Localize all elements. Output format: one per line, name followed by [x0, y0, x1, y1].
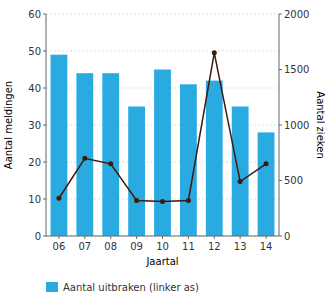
y-tick: [43, 199, 46, 200]
bar: [128, 107, 145, 237]
x-tick: [188, 236, 189, 239]
y2-tick-label: 1000: [284, 120, 309, 131]
legend-swatch: [46, 282, 58, 292]
line-marker: [82, 156, 87, 161]
x-tick: [136, 236, 137, 239]
grid: [46, 14, 279, 236]
line: [59, 53, 266, 202]
y2-tick: [279, 180, 282, 181]
x-tick: [58, 236, 59, 239]
x-tick-label: 07: [78, 241, 91, 252]
legend-label: Aantal uitbraken (linker as): [63, 282, 199, 293]
line-marker: [186, 198, 191, 203]
y-tick: [43, 162, 46, 163]
y-tick: [43, 88, 46, 89]
y-axis-label: Aantal meldingen: [3, 81, 14, 169]
line-marker: [56, 196, 61, 201]
x-tick-label: 11: [182, 241, 195, 252]
line-marker: [160, 199, 165, 204]
y-tick: [43, 236, 46, 237]
marks: [51, 50, 275, 236]
x-tick-label: 10: [156, 241, 169, 252]
bar: [258, 132, 275, 236]
y-tick-label: 20: [28, 157, 41, 168]
bar: [180, 84, 197, 236]
y2-tick-label: 0: [284, 231, 290, 242]
chart: 0 10 20 30 40 50 60 0 500 1000 1500 2000 06 07 08 09 10 1…: [0, 0, 325, 298]
bar: [76, 73, 93, 236]
y-tick-label: 60: [28, 9, 41, 20]
grid-line: [46, 51, 279, 52]
line-marker: [134, 198, 139, 203]
x-tick-label: 06: [53, 241, 66, 252]
bar: [51, 55, 68, 236]
y2-tick: [279, 236, 282, 237]
y-tick: [43, 125, 46, 126]
x-tick-label: 12: [208, 241, 221, 252]
y-tick-label: 30: [28, 120, 41, 131]
y-tick-label: 0: [35, 231, 41, 242]
x-tick-label: 09: [130, 241, 143, 252]
x-tick-label: 13: [234, 241, 247, 252]
x-tick: [162, 236, 163, 239]
x-tick: [110, 236, 111, 239]
y2-tick: [279, 125, 282, 126]
axes: 0 10 20 30 40 50 60 0 500 1000 1500 2000 06 07 08 09 10 1…: [28, 9, 309, 253]
grid-line: [46, 14, 279, 15]
y-tick: [43, 14, 46, 15]
legend: Aantal uitbraken (linker as): [46, 282, 199, 293]
y2-tick-label: 2000: [284, 9, 309, 20]
y-tick-label: 10: [28, 194, 41, 205]
x-tick: [84, 236, 85, 239]
y-tick: [43, 51, 46, 52]
line-marker: [108, 161, 113, 166]
y-tick-label: 50: [28, 46, 41, 57]
bar: [232, 107, 249, 237]
x-tick: [214, 236, 215, 239]
x-tick-label: 08: [104, 241, 117, 252]
bar: [102, 73, 119, 236]
bar: [206, 81, 223, 236]
line-marker: [264, 161, 269, 166]
y-tick-label: 40: [28, 83, 41, 94]
y2-tick: [279, 14, 282, 15]
bar: [154, 70, 171, 237]
line-marker: [238, 179, 243, 184]
y2-axis-label: Aantal zieken: [315, 91, 325, 158]
y2-tick: [279, 69, 282, 70]
y2-tick-label: 500: [284, 175, 303, 186]
x-tick: [266, 236, 267, 239]
x-tick: [240, 236, 241, 239]
line-marker: [212, 50, 217, 55]
x-axis-label: Jaartal: [145, 256, 178, 267]
y2-tick-label: 1500: [284, 64, 309, 75]
x-tick-label: 14: [260, 241, 273, 252]
